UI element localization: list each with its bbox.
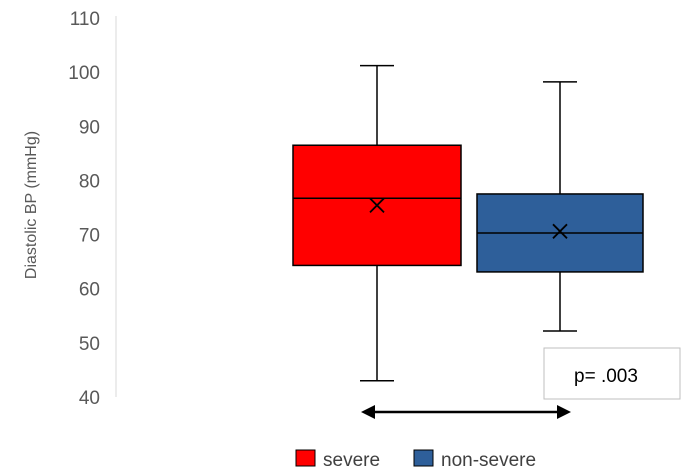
y-tick-label: 80 bbox=[79, 171, 100, 192]
legend: severe non-severe bbox=[295, 449, 536, 471]
box-non-severe bbox=[476, 81, 644, 332]
y-tick-label: 110 bbox=[70, 9, 100, 30]
mean-marker bbox=[552, 223, 568, 239]
legend-label: non-severe bbox=[441, 450, 536, 471]
y-tick-label: 50 bbox=[79, 334, 100, 355]
p-value-box: p= .003 bbox=[543, 347, 681, 400]
legend-label: severe bbox=[323, 450, 380, 471]
comparison-arrow bbox=[361, 405, 571, 419]
legend-swatch bbox=[413, 449, 434, 467]
p-value-label: p= .003 bbox=[574, 366, 638, 387]
legend-item-severe: severe bbox=[295, 449, 380, 471]
y-tick-label: 40 bbox=[79, 388, 100, 409]
legend-swatch bbox=[295, 449, 316, 467]
y-axis-title: Diastolic BP (mmHg) bbox=[23, 131, 40, 279]
legend-item-non-severe: non-severe bbox=[413, 449, 536, 471]
y-tick-label: 100 bbox=[68, 63, 100, 84]
mean-marker bbox=[369, 197, 385, 213]
y-tick-label: 70 bbox=[79, 226, 100, 247]
y-tick-label: 90 bbox=[79, 117, 100, 138]
box-severe bbox=[292, 64, 462, 382]
box-series bbox=[292, 64, 644, 382]
y-tick-label: 60 bbox=[79, 280, 100, 301]
y-tick-labels: 40 50 60 70 80 90 100 110 bbox=[68, 9, 100, 409]
